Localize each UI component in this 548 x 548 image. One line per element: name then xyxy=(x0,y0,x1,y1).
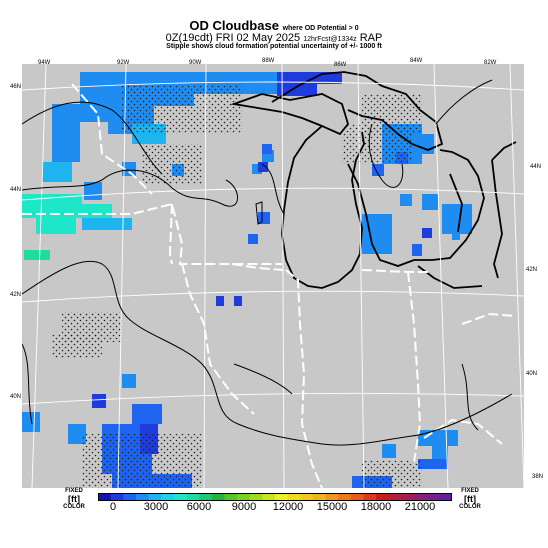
colorbar-swatch xyxy=(199,493,213,501)
colorbar-swatch xyxy=(110,493,124,501)
lat-label: 46N xyxy=(10,84,22,90)
lat-lon-grid xyxy=(22,64,524,488)
colorbar-tick: 21000 xyxy=(404,501,436,513)
lat-label: 40N xyxy=(526,371,538,377)
colorbar-swatch xyxy=(237,493,251,501)
colorbar-swatch xyxy=(376,493,390,501)
colorbar-swatch xyxy=(414,493,428,501)
title-note: where OD Potential > 0 xyxy=(282,25,359,32)
colorbar-swatch xyxy=(363,493,377,501)
colorbar-tick: 0 xyxy=(109,501,117,513)
colorbar-tick: 3000 xyxy=(143,501,169,513)
stipple-note: Stipple shows cloud formation potential … xyxy=(166,43,382,50)
lat-label: 40N xyxy=(10,394,22,400)
colorbar-tick: 12000 xyxy=(272,501,304,513)
colorbar-right-top: FIXED xyxy=(461,488,479,494)
map-title: OD Cloudbase where OD Potential > 0 xyxy=(0,18,548,33)
colorbar-swatch xyxy=(287,493,301,501)
colorbar-right-label: FIXED [ft] COLOR xyxy=(456,488,484,511)
colorbar-swatch xyxy=(262,493,276,501)
colorbar-swatch xyxy=(338,493,352,501)
title-text: OD Cloudbase xyxy=(189,18,279,33)
colorbar-tick: 15000 xyxy=(316,501,348,513)
lat-label: 38N xyxy=(532,474,544,480)
colorbar xyxy=(98,493,452,501)
lon-label: 86W xyxy=(334,62,347,68)
lat-label: 44N xyxy=(10,187,22,193)
colorbar-swatch xyxy=(249,493,263,501)
colorbar-swatch xyxy=(401,493,415,501)
stipple-uncertainty xyxy=(52,84,422,488)
cloudbase-map xyxy=(22,64,524,488)
colorbar-right-unit: [ft] xyxy=(464,494,476,504)
lon-label: 92W xyxy=(117,60,130,66)
colorbar-swatch xyxy=(325,493,339,501)
colorbar-swatch xyxy=(161,493,175,501)
colorbar-tick: 6000 xyxy=(186,501,212,513)
forecast-time: 0Z(19cdt) FRI 02 May 2025 xyxy=(165,32,301,44)
colorbar-swatch xyxy=(211,493,225,501)
colorbar-swatch xyxy=(312,493,327,501)
colorbar-left-top: FIXED xyxy=(65,488,83,494)
lat-label: 42N xyxy=(526,267,538,273)
forecast-model: RAP xyxy=(359,32,383,44)
forecast-time-line: 0Z(19cdt) FRI 02 May 2025 12hrFcst@1334z… xyxy=(0,32,548,44)
colorbar-swatch xyxy=(123,493,137,501)
colorbar-tick: 18000 xyxy=(360,501,392,513)
lon-label: 94W xyxy=(38,60,51,66)
lon-label: 82W xyxy=(484,60,497,66)
colorbar-left-unit: [ft] xyxy=(68,494,80,504)
lon-label: 90W xyxy=(189,60,202,66)
contour-lines xyxy=(22,79,513,446)
map-background xyxy=(22,64,524,488)
colorbar-swatch xyxy=(173,493,187,501)
lat-label: 44N xyxy=(530,164,542,170)
colorbar-left-bottom: COLOR xyxy=(63,504,85,510)
colorbar-swatch xyxy=(439,493,452,501)
colorbar-swatch xyxy=(135,493,150,501)
colorbar-left-label: FIXED [ft] COLOR xyxy=(60,488,88,511)
colorbar-swatch xyxy=(275,493,289,501)
colorbar-swatch xyxy=(98,493,112,501)
forecast-valid: 12hrFcst@1334z xyxy=(303,36,357,43)
colorbar-swatch xyxy=(224,493,238,501)
colorbar-border xyxy=(98,493,452,501)
colorbar-swatch xyxy=(350,493,364,501)
colorbar-swatch xyxy=(300,493,314,501)
state-borders xyxy=(22,83,517,488)
colorbar-swatch xyxy=(148,493,162,501)
lon-label: 88W xyxy=(262,58,275,64)
colorbar-right-bottom: COLOR xyxy=(459,504,481,510)
lon-label: 84W xyxy=(410,58,423,64)
lake-winnebago xyxy=(255,201,263,225)
lat-label: 42N xyxy=(10,292,22,298)
colorbar-swatch xyxy=(388,493,402,501)
colorbar-swatch xyxy=(426,493,440,501)
colorbar-tick: 9000 xyxy=(231,501,257,513)
colorbar-swatch xyxy=(186,493,200,501)
